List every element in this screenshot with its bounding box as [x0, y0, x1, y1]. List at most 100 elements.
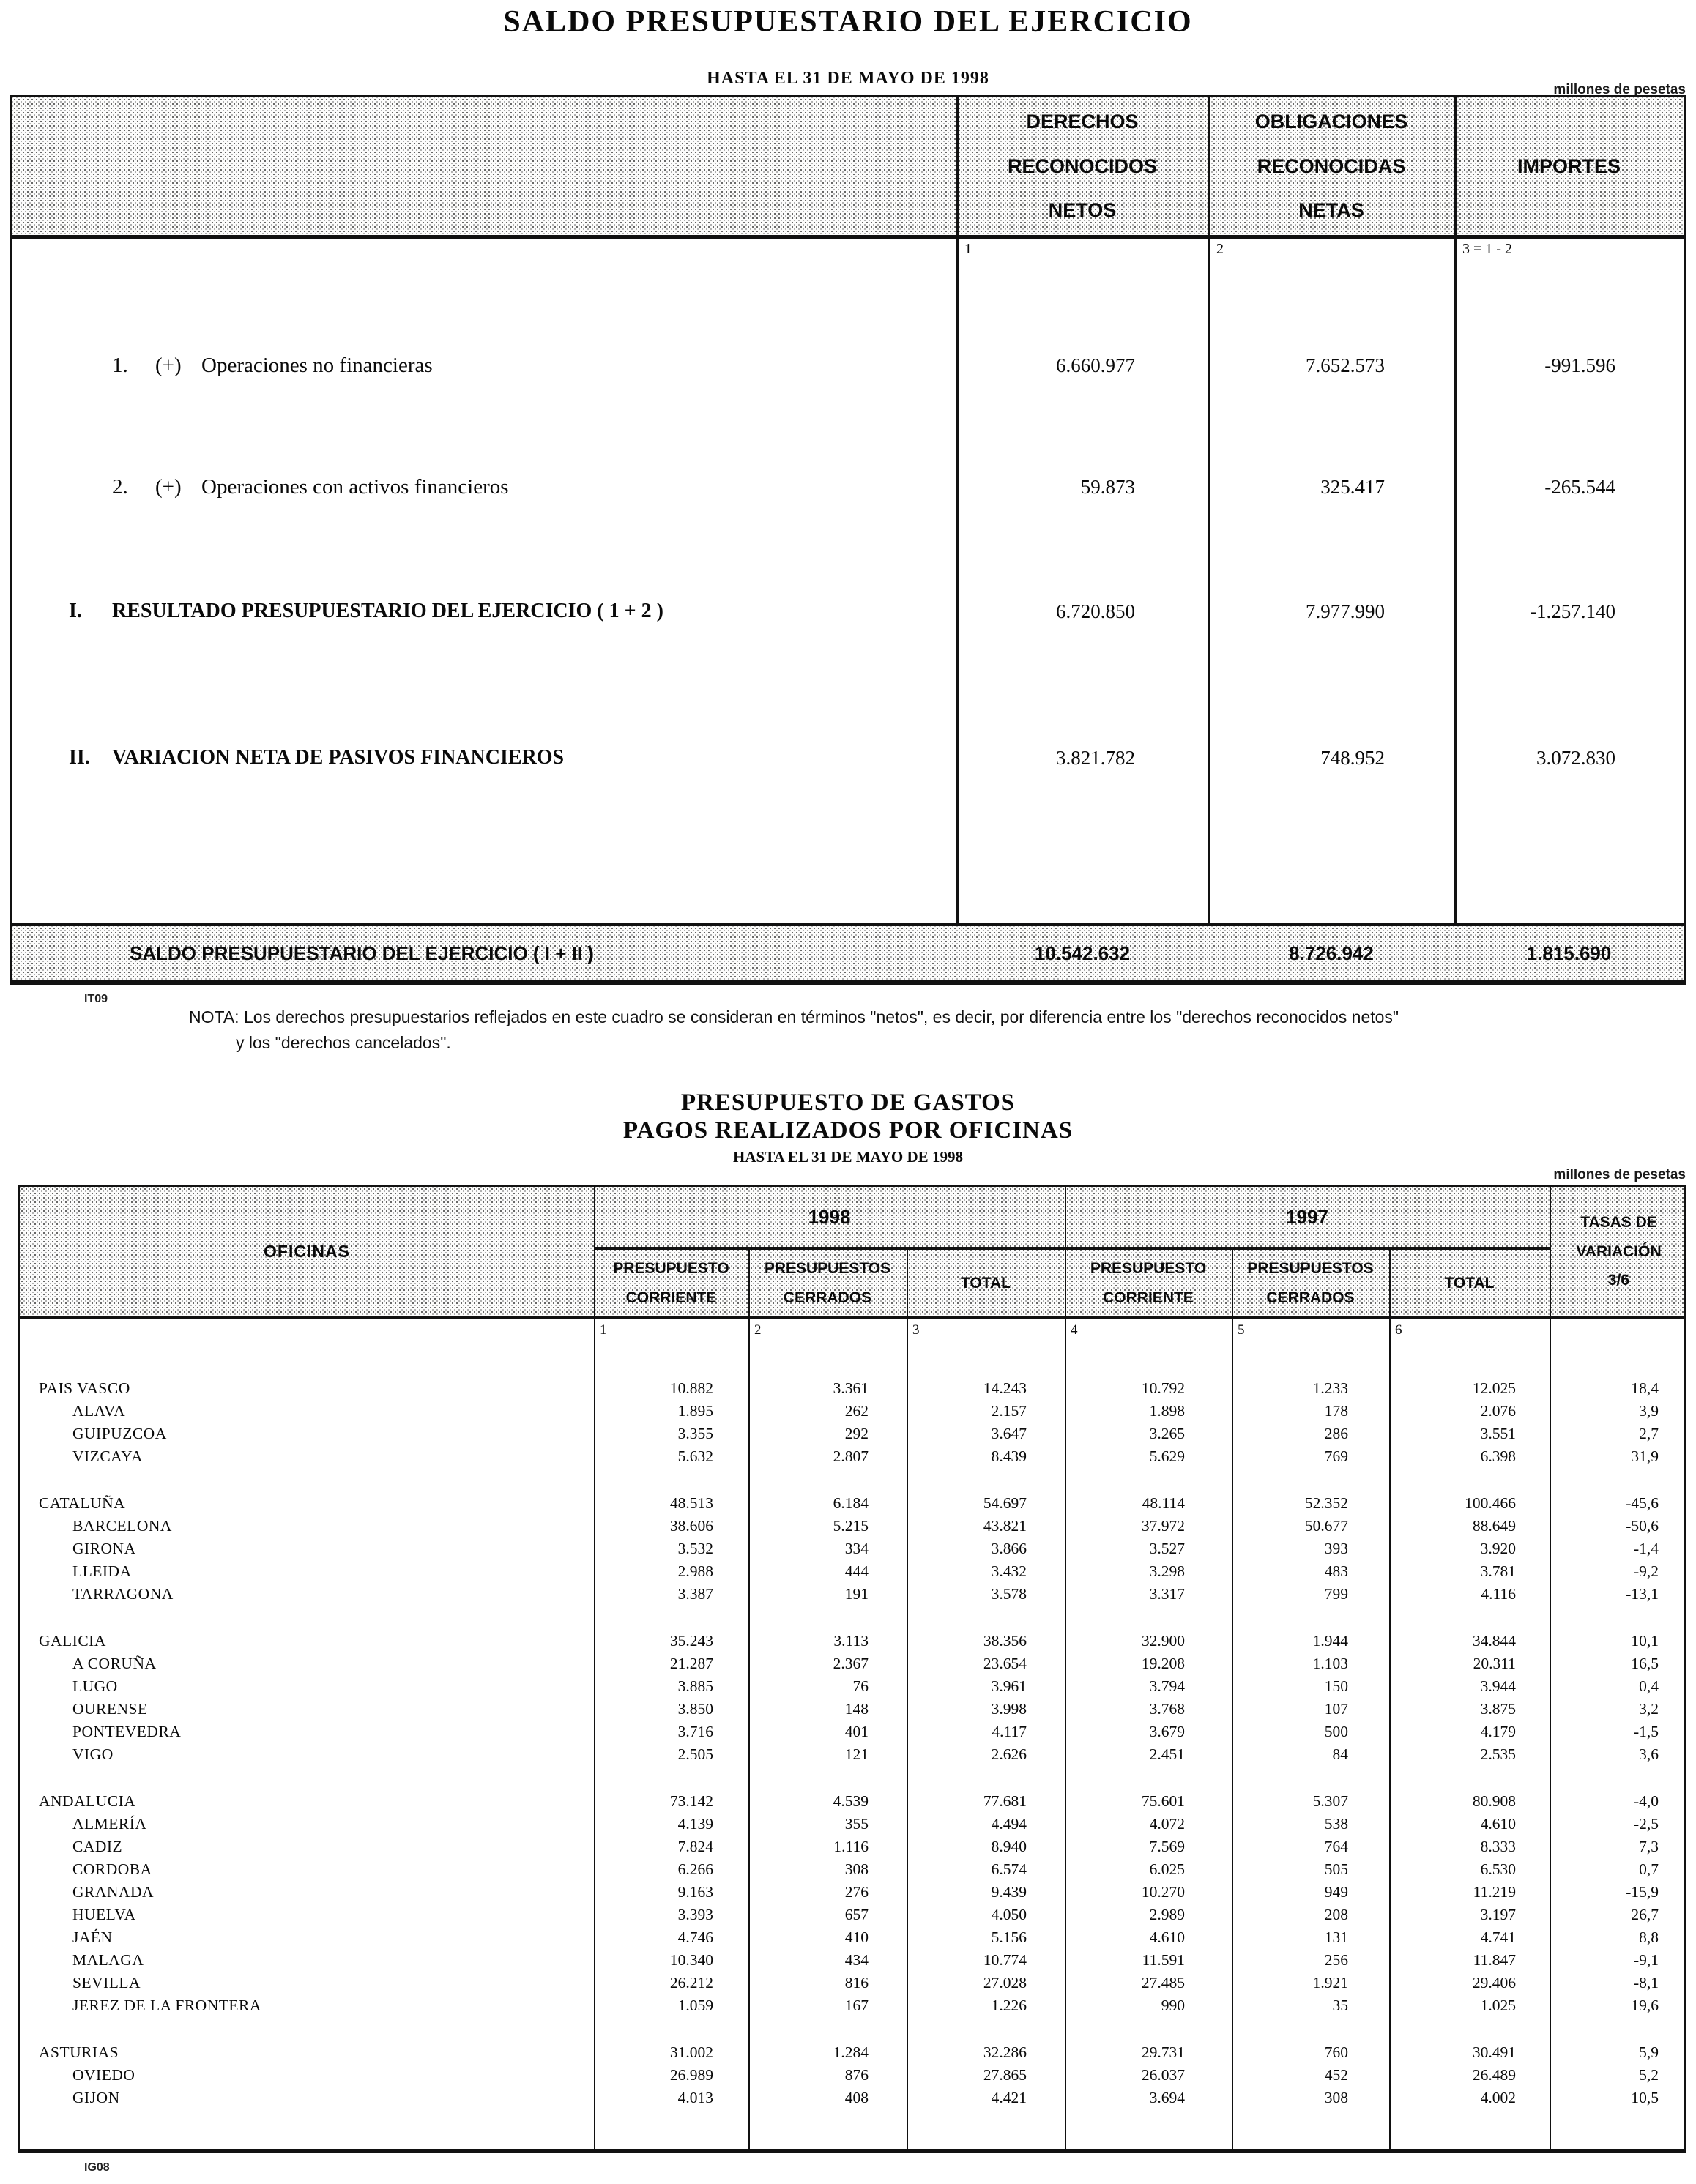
- table-row: JAÉN 4.746 410 5.156 4.610 131 4.741 8,8: [20, 1926, 1684, 1949]
- budget-balance-table: DERECHOS RECONOCIDOS NETOS OBLIGACIONES …: [10, 95, 1686, 985]
- table2-title-line2: PAGOS REALIZADOS POR OFICINAS: [622, 1117, 1074, 1144]
- value-cell: 764: [1324, 1838, 1348, 1855]
- table2-subtitle: HASTA EL 31 DE MAYO DE 1998: [733, 1148, 963, 1166]
- office-label: JAÉN: [72, 1928, 113, 1946]
- value-cell: 355: [844, 1815, 869, 1833]
- office-label: ALAVA: [72, 1402, 126, 1420]
- row-label: RESULTADO PRESUPUESTARIO DEL EJERCICIO (…: [112, 600, 663, 622]
- value-cell: 6.398: [1480, 1447, 1516, 1465]
- value-cell: 657: [844, 1906, 869, 1923]
- row-number: 2.: [112, 475, 128, 499]
- value-cell: 52.352: [1304, 1494, 1348, 1512]
- value-cell: 6.720.850: [1056, 600, 1135, 622]
- value-cell: 48.114: [1142, 1494, 1185, 1512]
- value-cell: 292: [844, 1425, 869, 1442]
- value-cell: 4.116: [1481, 1585, 1516, 1603]
- subcolumn-header: PRESUPUESTOS CERRADOS: [764, 1259, 891, 1306]
- value-cell: 26.989: [669, 2066, 713, 2084]
- table1-header-band: DERECHOS RECONOCIDOS NETOS OBLIGACIONES …: [12, 97, 1684, 235]
- value-cell: 5.215: [833, 1517, 869, 1535]
- value-cell: 401: [844, 1723, 869, 1740]
- value-cell: 1.025: [1480, 1997, 1516, 2014]
- subcolumn-header: TOTAL: [1444, 1274, 1495, 1292]
- value-cell: 21.287: [669, 1655, 713, 1672]
- total-value-cell: 8.726.942: [1289, 942, 1374, 964]
- column-number: 1: [964, 241, 972, 257]
- column-header-importes: IMPORTES: [1517, 154, 1621, 177]
- value-cell: 3.961: [991, 1677, 1027, 1695]
- value-cell: 2,7: [1639, 1425, 1659, 1442]
- value-cell: 1.233: [1312, 1379, 1348, 1397]
- table-row: 2. (+) Operaciones con activos financieros…: [12, 474, 1684, 503]
- value-cell: 3.875: [1480, 1700, 1516, 1718]
- value-cell: 6.574: [991, 1860, 1027, 1878]
- value-cell: 43.821: [983, 1517, 1027, 1535]
- office-label: VIZCAYA: [72, 1447, 143, 1465]
- value-cell: 0,4: [1639, 1677, 1659, 1695]
- office-label: OURENSE: [72, 1700, 148, 1718]
- row-number: I.: [69, 600, 82, 622]
- value-cell: 10,1: [1631, 1632, 1659, 1650]
- value-cell: 3.432: [991, 1562, 1027, 1580]
- value-cell: 54.697: [983, 1494, 1027, 1512]
- year-header-1997: 1997: [1286, 1205, 1328, 1228]
- table-row: MALAGA 10.340 434 10.774 11.591 256 11.847 -9,1: [20, 1949, 1684, 1972]
- value-cell: 3,6: [1639, 1745, 1659, 1763]
- value-cell: 4.179: [1480, 1723, 1516, 1740]
- value-cell: 3.361: [833, 1379, 869, 1397]
- column-divider: [907, 1247, 908, 2149]
- table-row: OVIEDO 26.989 876 27.865 26.037 452 26.489 5,2: [20, 2064, 1684, 2087]
- row-label: Operaciones no financieras: [201, 354, 433, 377]
- table-row: CATALUÑA 48.513 6.184 54.697 48.114 52.352 100…: [20, 1492, 1684, 1515]
- value-cell: 31,9: [1631, 1447, 1659, 1465]
- table2-title: PRESUPUESTO DE GASTOS: [680, 1089, 1016, 1116]
- subcolumn-header: PRESUPUESTOS CERRADOS: [1247, 1259, 1374, 1306]
- table-row: 1. (+) Operaciones no financieras 6.660.977…: [12, 352, 1684, 381]
- column-header-derechos: DERECHOS RECONOCIDOS NETOS: [1007, 110, 1158, 222]
- table-row: LUGO 3.885 76 3.961 3.794 150 3.944 0,4: [20, 1675, 1684, 1698]
- value-cell: 10,5: [1631, 2089, 1659, 2106]
- value-cell: 1.059: [677, 1997, 713, 2014]
- value-cell: 2.076: [1480, 1402, 1516, 1420]
- value-cell: 1.944: [1312, 1632, 1348, 1650]
- value-cell: 5.629: [1149, 1447, 1185, 1465]
- table-row: CADIZ 7.824 1.116 8.940 7.569 764 8.333 7,3: [20, 1835, 1684, 1858]
- value-cell: 4.741: [1480, 1928, 1516, 1946]
- variation-rate-header: TASAS DE VARIACIÓN 3/6: [1576, 1213, 1662, 1289]
- value-cell: 949: [1324, 1883, 1348, 1901]
- value-cell: 3.393: [677, 1906, 713, 1923]
- value-cell: -265.544: [1544, 476, 1615, 498]
- table-row: ALAVA 1.895 262 2.157 1.898 178 2.076 3,9: [20, 1400, 1684, 1423]
- table2-units-label: millones de pesetas: [1553, 1167, 1686, 1182]
- value-cell: 2.626: [991, 1745, 1027, 1763]
- office-label: BARCELONA: [72, 1517, 172, 1535]
- year-band-divider: [594, 1247, 1550, 1250]
- value-cell: 7.569: [1149, 1838, 1185, 1855]
- table-row: PONTEVEDRA 3.716 401 4.117 3.679 500 4.179 -1,5: [20, 1721, 1684, 1743]
- value-cell: 3.072.830: [1536, 747, 1615, 769]
- value-cell: 538: [1324, 1815, 1348, 1833]
- value-cell: 1.284: [833, 2043, 869, 2061]
- value-cell: 1.116: [833, 1838, 869, 1855]
- table-row: JEREZ DE LA FRONTERA 1.059 167 1.226 990 35 1.…: [20, 1994, 1684, 2017]
- table-row: SEVILLA 26.212 816 27.028 27.485 1.921 29.406 -…: [20, 1972, 1684, 1994]
- value-cell: -4,0: [1633, 1792, 1659, 1810]
- office-label: GIJON: [72, 2089, 120, 2106]
- office-label: GRANADA: [72, 1883, 154, 1901]
- office-label: TARRAGONA: [72, 1585, 174, 1603]
- table-row: VIGO 2.505 121 2.626 2.451 84 2.535 3,6: [20, 1743, 1684, 1766]
- value-cell: 29.406: [1472, 1974, 1516, 1991]
- payments-by-office-table: OFICINAS 1998 1997 PRESUPUESTO CORRIENTE…: [18, 1185, 1686, 2153]
- column-number: 6: [1395, 1322, 1402, 1338]
- value-cell: 84: [1332, 1745, 1349, 1763]
- total-value-cell: 1.815.690: [1526, 942, 1612, 964]
- value-cell: 5.632: [677, 1447, 713, 1465]
- value-cell: 7.977.990: [1306, 600, 1385, 622]
- office-label: GALICIA: [39, 1632, 106, 1650]
- table-row: GRANADA 9.163 276 9.439 10.270 949 11.219 -15,9: [20, 1881, 1684, 1904]
- value-cell: 38.606: [669, 1517, 713, 1535]
- value-cell: 5,2: [1639, 2066, 1659, 2084]
- table-row: GUIPUZCOA 3.355 292 3.647 3.265 286 3.551 2,7: [20, 1423, 1684, 1445]
- value-cell: 6.025: [1149, 1860, 1185, 1878]
- value-cell: 9.439: [991, 1883, 1027, 1901]
